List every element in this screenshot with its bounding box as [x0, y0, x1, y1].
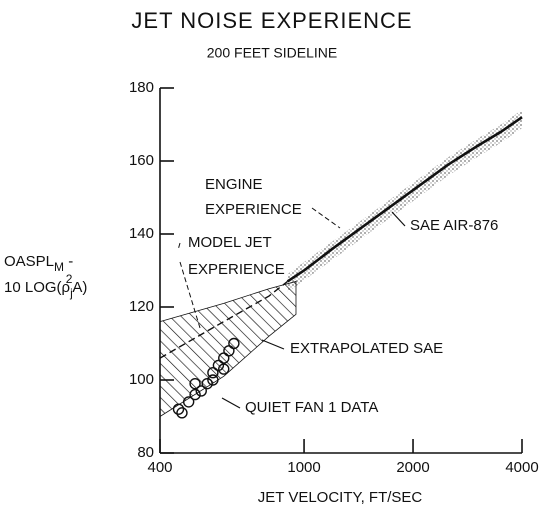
series-line — [286, 116, 523, 283]
series-line — [159, 280, 288, 359]
data-point — [189, 377, 201, 390]
y-tick-label: 80 — [137, 444, 154, 461]
x-tick-label: 4000 — [505, 459, 538, 476]
x-tick-label: 2000 — [396, 459, 429, 476]
data-point — [195, 385, 207, 397]
data-point — [218, 363, 230, 375]
data-point — [207, 367, 219, 379]
region-label: EXPERIENCE — [188, 261, 285, 278]
data-point — [207, 374, 219, 386]
region-label: MODEL JET — [188, 234, 272, 251]
y-tick-label: 120 — [129, 298, 154, 315]
series-label: QUIET FAN 1 DATA — [245, 399, 378, 416]
data-point — [228, 337, 240, 350]
leader-line — [177, 242, 201, 329]
x-axis-label: JET VELOCITY, FT/SEC — [258, 489, 423, 506]
data-point — [201, 377, 213, 390]
x-tick-label: 400 — [147, 459, 172, 476]
series-label: EXTRAPOLATED SAE — [290, 340, 443, 357]
series-label: SAE AIR-876 — [410, 217, 498, 234]
x-tick-label: 1000 — [287, 459, 320, 476]
leader-line — [221, 397, 241, 409]
y-axis-label: 10 LOG(ρj2A) — [4, 272, 87, 300]
data-point — [172, 403, 185, 415]
y-tick-label: 140 — [129, 225, 154, 242]
y-tick-label: 100 — [129, 371, 154, 388]
leader-line — [261, 339, 285, 350]
leader-line — [311, 207, 341, 229]
data-point — [189, 388, 201, 401]
y-tick-label: 160 — [129, 152, 154, 169]
region — [287, 109, 522, 293]
data-point — [176, 407, 188, 419]
data-point — [182, 396, 195, 408]
y-tick-label: 180 — [129, 79, 154, 96]
leader-line — [391, 211, 406, 227]
region — [159, 280, 297, 418]
chart-subtitle: 200 FEET SIDELINE — [207, 45, 337, 61]
y-axis-label: OASPLM - — [4, 253, 73, 274]
region-label: EXPERIENCE — [205, 201, 302, 218]
region-label: ENGINE — [205, 176, 263, 193]
chart-title: JET NOISE EXPERIENCE — [131, 8, 412, 33]
